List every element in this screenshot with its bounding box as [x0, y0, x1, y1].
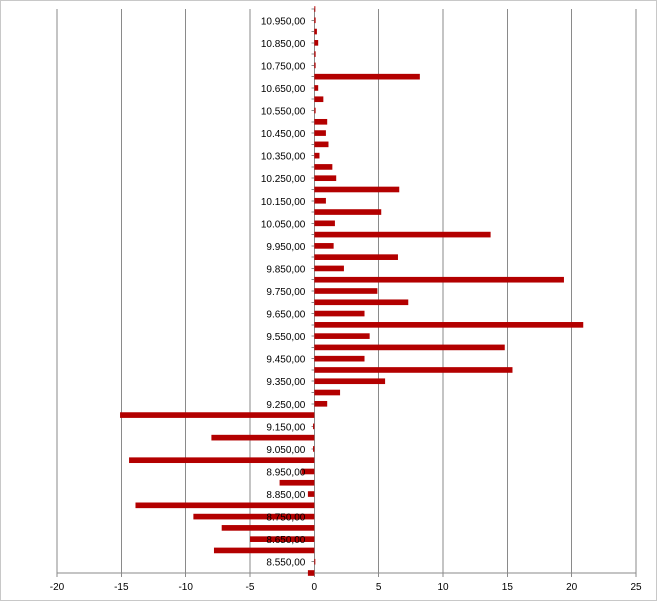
- y-tick-label: 10.750,00: [261, 61, 306, 72]
- bar: [213, 547, 315, 554]
- bar: [314, 62, 316, 69]
- bar: [314, 164, 333, 170]
- bar: [314, 197, 326, 204]
- bar: [314, 118, 328, 125]
- bar: [135, 502, 315, 509]
- y-tick-label: 10.650,00: [261, 84, 306, 95]
- x-tick-labels: -20 -15 -10 -5 0 5 10 15 20 25: [50, 582, 642, 593]
- bar: [314, 141, 329, 148]
- bar: [314, 186, 400, 193]
- y-tick-label: 9.350,00: [266, 377, 305, 388]
- y-tick-label: 10.350,00: [261, 152, 306, 163]
- bar: [314, 243, 334, 249]
- y-tick-label: 10.050,00: [261, 219, 306, 230]
- bar: [314, 28, 317, 35]
- bar: [314, 344, 505, 351]
- bar: [314, 40, 319, 46]
- y-tick-labels: 10.950,00 10.850,00 10.750,00 10.650,00 10.5…: [261, 16, 306, 568]
- y-tick-label: 8.650,00: [266, 535, 305, 546]
- y-tick-label: 10.550,00: [261, 107, 306, 118]
- bar: [221, 525, 315, 531]
- bar: [301, 468, 315, 475]
- y-tick-label: 9.050,00: [266, 445, 305, 456]
- bar: [314, 322, 584, 328]
- y-tick-label: 8.950,00: [266, 467, 305, 478]
- bar: [129, 457, 315, 464]
- bar: [314, 265, 344, 272]
- y-tick-label: 10.450,00: [261, 129, 306, 140]
- x-tick-label: -20: [50, 582, 65, 593]
- bar: [314, 367, 513, 373]
- y-tick-label: 8.750,00: [266, 513, 305, 524]
- bar: [314, 288, 378, 294]
- bar: [314, 389, 341, 396]
- x-tick-label: -5: [246, 582, 255, 593]
- gridlines: [56, 9, 637, 573]
- x-tick-label: 10: [437, 582, 449, 593]
- bar: [314, 85, 319, 91]
- y-tick-label: 9.550,00: [266, 332, 305, 343]
- y-tick-label: 9.850,00: [266, 264, 305, 275]
- x-tick-label: 20: [566, 582, 578, 593]
- bar: [314, 299, 409, 306]
- x-tick-label: 0: [312, 582, 318, 593]
- bar: [314, 96, 324, 103]
- bar: [314, 152, 320, 159]
- bar: [314, 333, 370, 339]
- y-tick-label: 9.150,00: [266, 422, 305, 433]
- y-tick-label: 10.950,00: [261, 16, 306, 27]
- y-tick-label: 8.850,00: [266, 490, 305, 501]
- bar: [314, 6, 316, 12]
- y-tick-label: 10.250,00: [261, 174, 306, 185]
- bar: [314, 276, 564, 283]
- bar: [314, 355, 365, 362]
- y-tick-label: 10.150,00: [261, 197, 306, 208]
- bar: [120, 412, 315, 418]
- bar: [314, 220, 335, 227]
- y-tick-label: 9.650,00: [266, 310, 305, 321]
- x-tick-label: -15: [114, 582, 129, 593]
- bar: [314, 130, 326, 136]
- bar: [314, 558, 316, 565]
- bar: [314, 107, 316, 114]
- x-tick-label: 5: [376, 582, 382, 593]
- y-tick-label: 8.550,00: [266, 558, 305, 569]
- bar: [313, 446, 315, 452]
- x-tick-label: -10: [178, 582, 193, 593]
- bar: [314, 378, 386, 385]
- bar: [193, 513, 315, 520]
- bar: [307, 491, 315, 497]
- bar: [307, 570, 315, 576]
- y-tick-label: 9.950,00: [266, 242, 305, 253]
- bar: [313, 423, 315, 430]
- bar: [314, 175, 337, 182]
- x-tick-label: 25: [630, 582, 642, 593]
- bar: [314, 400, 328, 407]
- bar: [314, 51, 316, 57]
- y-tick-label: 9.450,00: [266, 355, 305, 366]
- bar: [314, 73, 420, 80]
- bar: [314, 231, 491, 238]
- bars: [120, 6, 584, 576]
- bar: [250, 536, 315, 542]
- y-tick-label: 10.850,00: [261, 39, 306, 50]
- bar: [211, 434, 315, 441]
- x-tick-label: 15: [502, 582, 514, 593]
- y-tick-label: 9.250,00: [266, 400, 305, 411]
- bar: [314, 17, 316, 24]
- y-tick-label: 9.750,00: [266, 287, 305, 298]
- bar: [314, 254, 398, 260]
- bar: [314, 310, 365, 317]
- bar: [279, 479, 315, 486]
- bar: [314, 209, 382, 215]
